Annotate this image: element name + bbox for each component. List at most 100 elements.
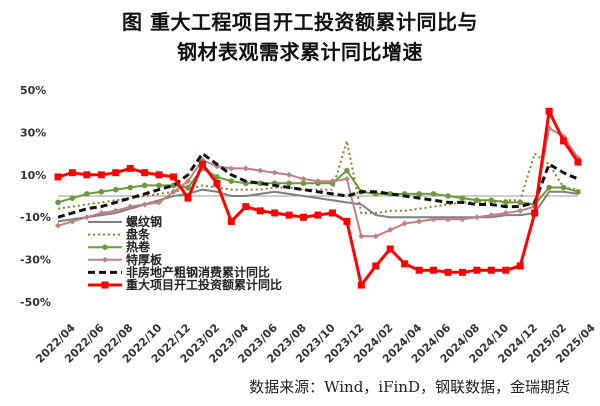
data-point (531, 209, 539, 217)
data-point (473, 214, 480, 221)
data-point (343, 217, 351, 225)
data-source-note: 数据来源：Wind，iFinD，钢联数据，金瑞期货 (249, 378, 570, 396)
data-point (458, 268, 466, 276)
data-point (54, 173, 62, 181)
data-point (141, 169, 149, 177)
data-point (387, 226, 394, 233)
legend-marker (102, 256, 108, 263)
data-point (242, 203, 250, 211)
legend-label: 螺纹钢 (126, 214, 162, 229)
data-point (185, 178, 191, 185)
data-point (517, 207, 524, 214)
data-point (98, 209, 105, 216)
data-point (416, 191, 422, 197)
y-tick-label: -50% (20, 296, 51, 309)
data-point (314, 211, 322, 219)
data-point (84, 191, 90, 197)
data-point (445, 193, 451, 199)
data-point (170, 173, 178, 181)
data-point (97, 171, 105, 179)
data-point (214, 174, 220, 180)
data-point (55, 222, 61, 229)
data-point (502, 199, 509, 206)
data-point (372, 262, 380, 270)
series-line-4 (57, 152, 579, 219)
data-point (357, 281, 365, 289)
data-point (344, 167, 350, 174)
data-point (502, 209, 509, 216)
data-point (300, 180, 307, 187)
data-point (502, 266, 510, 274)
data-point (343, 176, 350, 183)
data-point (401, 220, 408, 227)
legend-label: 盘条 (126, 227, 151, 242)
data-point (473, 266, 481, 274)
data-point (127, 203, 134, 210)
data-point (358, 233, 365, 240)
data-point (517, 199, 524, 206)
data-point (560, 137, 568, 145)
data-point (127, 184, 134, 191)
legend-marker (102, 244, 108, 250)
data-point (415, 266, 423, 274)
data-point (372, 233, 379, 240)
data-point (416, 218, 423, 225)
data-point (444, 268, 452, 276)
data-point (328, 209, 336, 217)
data-point (228, 178, 235, 184)
data-point (575, 188, 581, 195)
data-point (242, 165, 249, 172)
data-point (141, 201, 148, 208)
data-point (185, 184, 191, 191)
legend-label: 重大项目开工投资额累计同比 (126, 277, 282, 292)
data-point (574, 158, 582, 166)
data-point (329, 178, 336, 185)
data-point (257, 167, 264, 174)
data-point (227, 217, 235, 225)
data-point (213, 179, 221, 187)
data-point (487, 266, 495, 274)
data-point (430, 266, 438, 274)
data-point (69, 218, 76, 225)
chart-title-line1: 图 重大工程项目开工投资额累计同比与 (122, 10, 478, 34)
data-point (386, 245, 394, 253)
data-point (545, 107, 553, 115)
data-point (560, 184, 567, 191)
legend-label: 特厚板 (126, 252, 163, 267)
data-point (155, 171, 163, 179)
data-point (459, 216, 466, 223)
data-point (256, 207, 264, 215)
data-point (55, 199, 61, 206)
legend-marker (101, 281, 109, 289)
data-point (98, 188, 105, 195)
y-tick-label: -30% (20, 254, 51, 267)
data-point (271, 209, 279, 217)
data-point (286, 171, 293, 178)
data-point (83, 214, 90, 221)
data-point (141, 182, 148, 189)
y-tick-label: 50% (20, 84, 46, 97)
data-point (546, 184, 552, 191)
data-point (300, 213, 308, 221)
legend-label: 非房地产粗钢消费累计同比 (126, 264, 270, 279)
data-point (156, 199, 163, 206)
data-point (401, 260, 409, 268)
data-point (83, 171, 91, 179)
data-point (170, 188, 177, 195)
data-point (271, 169, 278, 176)
data-point (285, 211, 293, 219)
legend-label: 热卷 (126, 239, 151, 254)
data-point (430, 191, 437, 197)
data-point (286, 180, 292, 187)
y-tick-label: -10% (20, 211, 51, 224)
y-tick-label: 10% (20, 169, 46, 182)
chart-title-line2: 钢材表观需求累计同比增速 (177, 40, 423, 64)
data-point (68, 169, 76, 177)
data-point (112, 169, 120, 177)
data-point (69, 195, 76, 201)
data-point (126, 164, 134, 172)
data-point (112, 186, 119, 193)
data-point (112, 207, 119, 214)
